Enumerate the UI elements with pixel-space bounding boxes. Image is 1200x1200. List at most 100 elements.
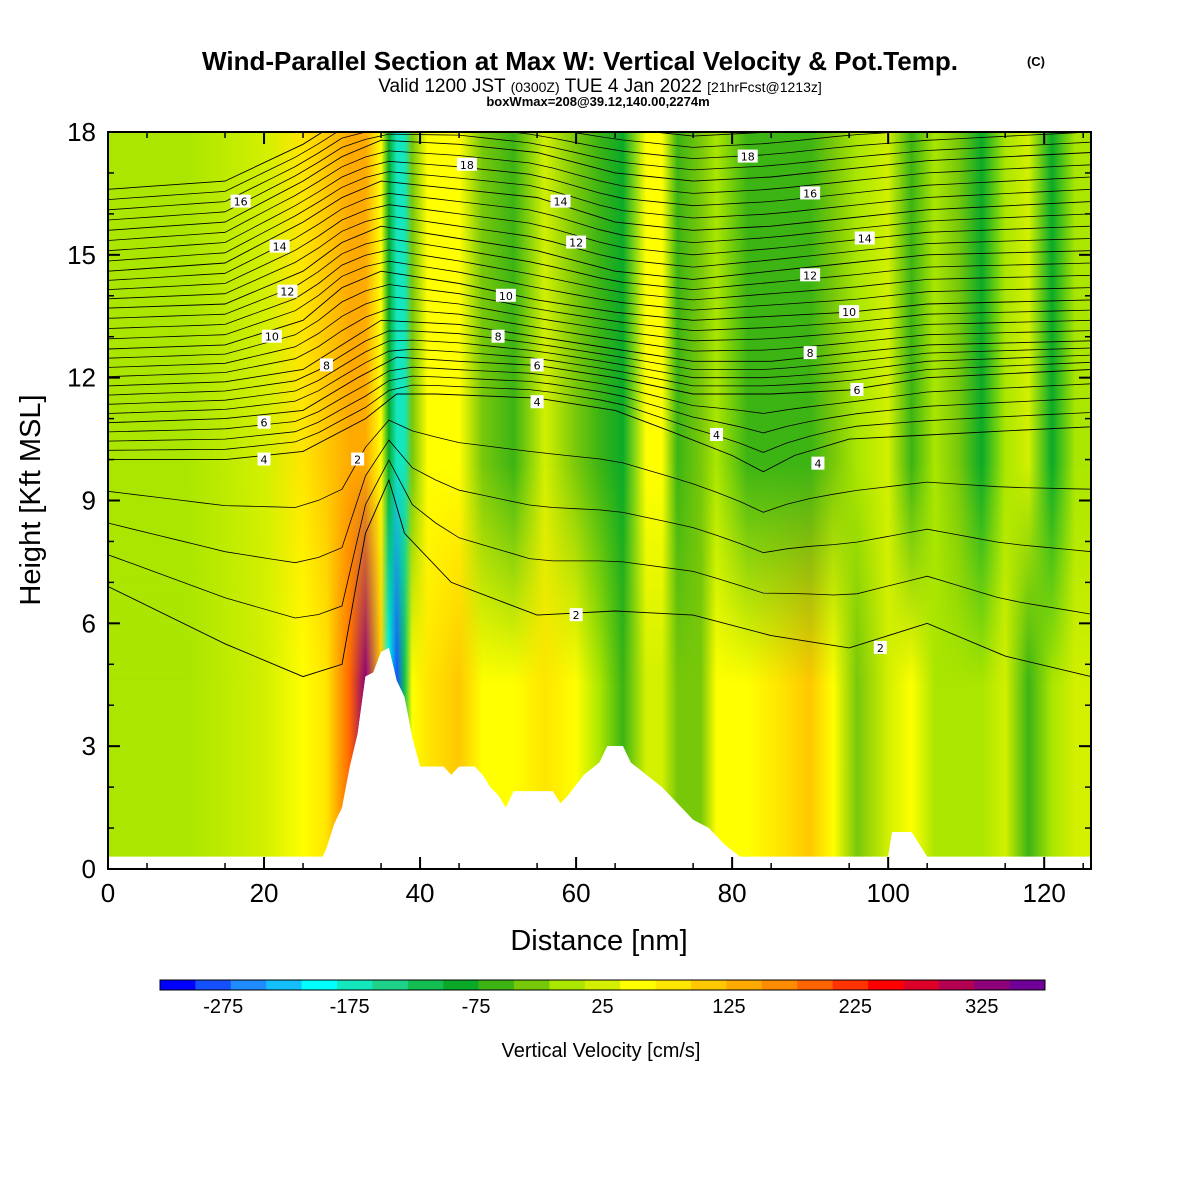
plot-area: 2 2 2 4 4 4 4 6 6 6 8 8 8 10 10 10 12 12 12 14 14 14 16 16 18 18	[108, 132, 1091, 869]
theta-contour-minor	[108, 132, 1091, 200]
contour-label: 6	[257, 415, 271, 430]
colorbar-swatch	[372, 980, 409, 990]
y-tick-label: 18	[67, 117, 96, 147]
copyright-mark: (C)	[1027, 54, 1045, 69]
contour-labels: 2 2 2 4 4 4 4 6 6 6 8 8 8 10 10 10 12 12 12 14 14 14 16 16 18 18	[230, 149, 887, 655]
svg-text:12: 12	[280, 286, 294, 299]
theta-contour-minor	[108, 132, 1091, 211]
chart-title: Wind-Parallel Section at Max W: Vertical…	[202, 46, 958, 76]
svg-text:4: 4	[814, 458, 821, 471]
y-tick-label: 3	[82, 731, 96, 761]
theta-contour-minor	[108, 215, 1091, 300]
colorbar-tick-label: -175	[330, 996, 370, 1018]
y-axis-label: Height [Kft MSL]	[15, 394, 47, 605]
contour-label: 10	[495, 288, 516, 303]
theta-contour-minor	[108, 339, 1091, 405]
colorbar-frame	[159, 979, 1046, 991]
svg-text:14: 14	[273, 241, 287, 254]
svg-text:8: 8	[807, 347, 814, 360]
contour-label: 12	[277, 284, 298, 299]
x-tick-label: 20	[250, 878, 279, 908]
contour-label: 12	[800, 268, 821, 282]
x-tick-label: 0	[101, 878, 115, 908]
colorbar-swatch	[301, 980, 338, 990]
contour-label: 6	[850, 382, 864, 397]
svg-text:14: 14	[553, 196, 567, 209]
svg-text:12: 12	[569, 237, 583, 250]
svg-text:10: 10	[842, 306, 856, 319]
y-tick-label: 6	[82, 608, 96, 638]
contour-label: 18	[456, 157, 477, 172]
theta-contour-18	[108, 132, 1091, 190]
svg-text:10: 10	[265, 331, 279, 344]
contour-label: 2	[873, 640, 887, 655]
svg-text:2: 2	[354, 454, 361, 467]
svg-text:18: 18	[741, 151, 755, 164]
theta-contour-minor	[108, 308, 1091, 377]
y-tick-label: 0	[82, 854, 96, 884]
svg-text:2: 2	[573, 609, 580, 622]
svg-text:14: 14	[858, 232, 872, 245]
colorbar-swatch	[443, 980, 479, 990]
colorbar-swatch	[974, 980, 1010, 990]
contour-label: 6	[530, 358, 544, 372]
colorbar-swatch	[620, 980, 656, 990]
y-tick-label: 15	[67, 240, 96, 270]
contour-label: 12	[566, 235, 587, 250]
y-tick-label: 12	[67, 363, 96, 393]
x-axis-label: Distance [nm]	[510, 925, 687, 957]
theta-contour-minor	[108, 439, 1091, 564]
vertical-velocity-field	[108, 132, 1091, 857]
contour-label: 16	[230, 194, 251, 209]
colorbar-swatch	[337, 980, 373, 990]
x-tick-label: 40	[406, 878, 435, 908]
svg-text:12: 12	[803, 269, 817, 282]
colorbar-swatch	[160, 980, 196, 990]
colorbar-swatch	[195, 980, 232, 990]
theta-contour-2	[108, 478, 1091, 678]
theta-contour-16	[108, 139, 1091, 231]
contour-label: 14	[269, 239, 290, 254]
x-tick-label: 100	[866, 878, 909, 908]
svg-text:4: 4	[261, 454, 268, 467]
contour-label: 4	[710, 427, 724, 442]
colorbar-swatch	[478, 980, 515, 990]
contour-label: 18	[737, 149, 758, 164]
y-axis: 0 3 6 9 12 15 18	[67, 117, 1091, 884]
svg-text:6: 6	[534, 359, 541, 372]
theta-contour-4	[108, 393, 1091, 473]
colorbar-swatch	[726, 980, 763, 990]
chart-subtitle: Valid 1200 JST (0300Z) TUE 4 Jan 2022 [2…	[378, 76, 822, 97]
x-axis: 0 20 40 60 80 100 120	[101, 132, 1084, 908]
colorbar-swatch	[938, 980, 975, 990]
colorbar-swatch	[832, 980, 869, 990]
svg-text:4: 4	[713, 429, 720, 442]
contour-label: 8	[491, 329, 505, 344]
svg-text:4: 4	[534, 396, 541, 409]
vv-upper-layer	[108, 132, 1091, 857]
contour-label: 4	[257, 452, 271, 467]
svg-text:16: 16	[803, 187, 817, 200]
contour-label: 4	[811, 456, 825, 471]
colorbar-tick-label: -275	[203, 996, 243, 1018]
theta-contour-minor	[108, 296, 1091, 368]
theta-contour-minor	[108, 419, 1091, 513]
colorbar-swatch	[655, 980, 692, 990]
theta-contour-minor	[108, 249, 1091, 329]
svg-text:8: 8	[495, 331, 502, 344]
colorbar-swatch	[797, 980, 833, 990]
contour-label: 2	[569, 608, 583, 622]
subtitle-utc: (0300Z)	[511, 79, 560, 95]
colorbar-tick-label: -75	[462, 996, 491, 1018]
theta-contour-14	[108, 180, 1091, 272]
svg-text:18: 18	[460, 159, 474, 172]
potential-temperature-contours	[108, 132, 1091, 678]
colorbar-tick-label: 325	[965, 996, 998, 1018]
colorbar-swatch	[230, 980, 267, 990]
contour-label: 14	[854, 231, 875, 245]
contour-label: 2	[351, 452, 365, 467]
subtitle-forecast: [21hrFcst@1213z]	[707, 79, 822, 95]
theta-contour-12	[108, 225, 1091, 309]
colorbar-tick-label: 225	[839, 996, 872, 1018]
